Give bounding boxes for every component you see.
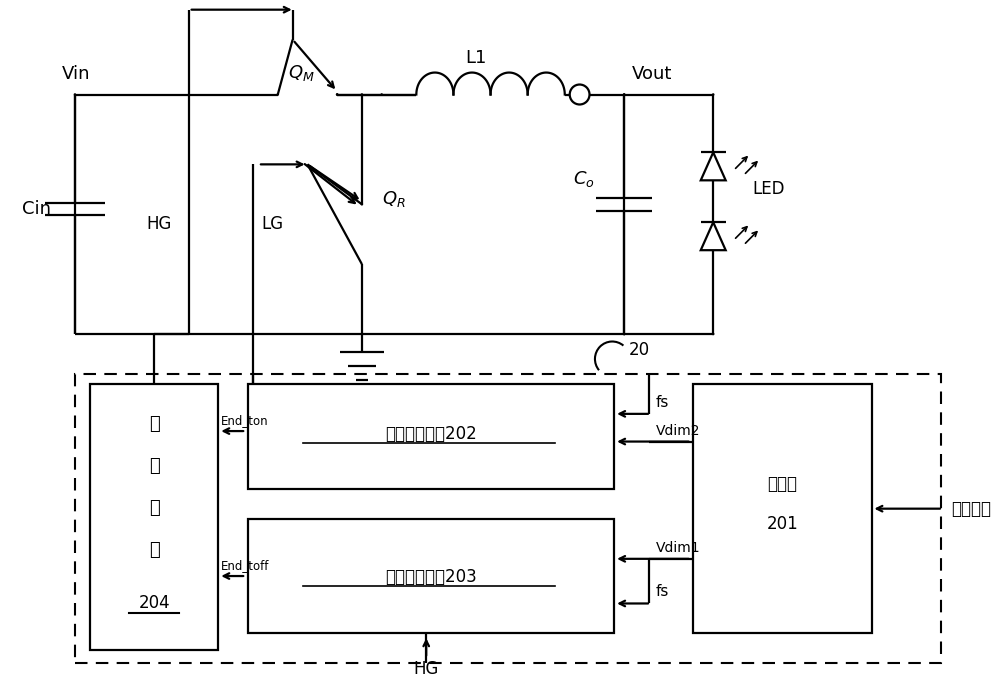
Text: Vout: Vout: [632, 65, 672, 83]
Text: L1: L1: [465, 48, 486, 67]
Circle shape: [713, 94, 714, 95]
Circle shape: [361, 94, 362, 95]
Circle shape: [337, 94, 338, 95]
Text: Vin: Vin: [62, 65, 91, 83]
Text: End_toff: End_toff: [220, 559, 269, 572]
Circle shape: [337, 94, 338, 95]
Text: Vdim1: Vdim1: [656, 541, 700, 555]
Text: 201: 201: [767, 515, 798, 533]
Circle shape: [713, 333, 714, 335]
Text: End_ton: End_ton: [220, 414, 268, 427]
Text: HG: HG: [146, 215, 172, 234]
Text: 动: 动: [149, 457, 159, 475]
Text: 调光信号: 调光信号: [951, 500, 991, 517]
Text: 第一控制电路202: 第一控制电路202: [385, 425, 477, 443]
Text: LG: LG: [262, 215, 284, 234]
Text: Vdim2: Vdim2: [656, 424, 700, 438]
Text: 204: 204: [138, 595, 170, 613]
Text: Cin: Cin: [22, 200, 51, 218]
Text: 驱: 驱: [149, 415, 159, 433]
Text: $C_o$: $C_o$: [573, 169, 594, 189]
Circle shape: [624, 94, 625, 95]
Text: HG: HG: [414, 660, 439, 679]
Circle shape: [361, 204, 362, 205]
Text: 电: 电: [149, 499, 159, 517]
Text: $Q_M$: $Q_M$: [288, 63, 314, 83]
Circle shape: [624, 94, 625, 95]
Text: 调光器: 调光器: [767, 475, 797, 493]
Circle shape: [277, 94, 278, 95]
Text: 20: 20: [629, 341, 650, 359]
Circle shape: [624, 333, 625, 335]
Circle shape: [74, 94, 76, 95]
Text: fs: fs: [656, 584, 669, 599]
Circle shape: [361, 333, 362, 335]
Text: LED: LED: [753, 181, 785, 198]
Text: 第二控制电路203: 第二控制电路203: [385, 568, 477, 586]
Text: 路: 路: [149, 541, 159, 559]
Text: $Q_R$: $Q_R$: [382, 189, 405, 209]
Text: fs: fs: [656, 395, 669, 410]
Circle shape: [624, 333, 625, 335]
Circle shape: [381, 94, 382, 95]
